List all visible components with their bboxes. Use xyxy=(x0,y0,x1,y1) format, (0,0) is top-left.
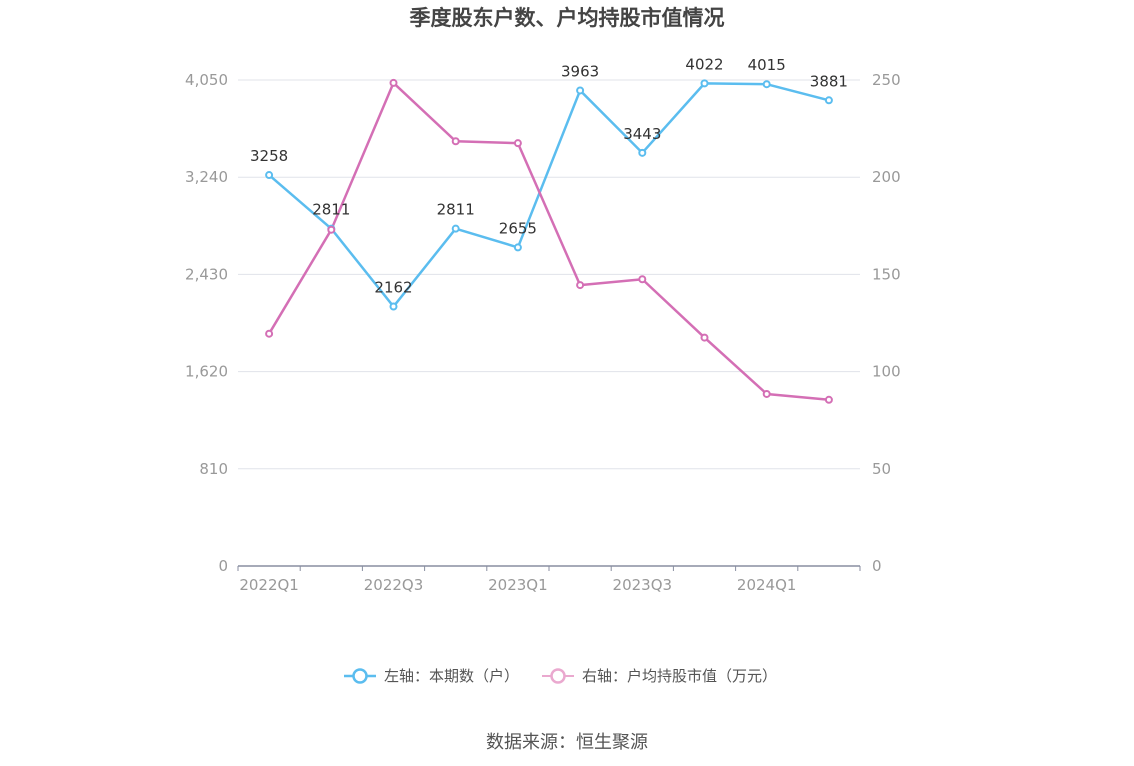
legend-marker xyxy=(550,668,566,684)
data-label: 3881 xyxy=(810,72,848,90)
chart-title: 季度股东户数、户均持股市值情况 xyxy=(410,6,725,30)
data-point-1[interactable] xyxy=(700,79,709,88)
data-point-2[interactable] xyxy=(638,275,647,284)
data-label: 3443 xyxy=(623,125,661,143)
legend-item-2[interactable]: 右轴：户均持股市值（万元） xyxy=(542,667,777,685)
data-label: 4022 xyxy=(685,55,723,73)
left-tick-label: 1,620 xyxy=(185,363,228,381)
data-label: 2162 xyxy=(374,279,412,297)
left-tick-label: 3,240 xyxy=(185,168,228,186)
data-point-1[interactable] xyxy=(638,148,647,157)
x-tick-label: 2023Q1 xyxy=(488,576,548,594)
data-label: 2811 xyxy=(312,201,350,219)
data-label: 3258 xyxy=(250,147,288,165)
series-group: 3258 2811 2162 2811 2655 3963 3443 4022 4015 3881 xyxy=(250,55,848,404)
data-point-1[interactable] xyxy=(265,171,274,180)
x-tick-label: 2023Q3 xyxy=(613,576,673,594)
right-tick-label: 50 xyxy=(872,460,891,478)
right-tick-label: 250 xyxy=(872,71,901,89)
legend-label: 右轴：户均持股市值（万元） xyxy=(582,667,777,685)
legend-marker xyxy=(352,668,368,684)
data-point-2[interactable] xyxy=(389,78,398,87)
data-point-1[interactable] xyxy=(762,80,771,89)
source-note: 数据来源：恒生聚源 xyxy=(486,732,648,753)
right-tick-label: 150 xyxy=(872,265,901,283)
data-label: 2811 xyxy=(437,201,475,219)
legend-label: 左轴：本期数（户） xyxy=(384,667,519,685)
left-axis: 0 810 1,620 2,430 3,240 4,050 xyxy=(185,71,228,575)
right-tick-label: 100 xyxy=(872,363,901,381)
series-line-2 xyxy=(268,81,830,402)
x-axis: 2022Q1 2022Q3 2023Q1 2023Q3 2024Q1 xyxy=(237,565,861,594)
x-tick-label: 2024Q1 xyxy=(737,576,797,594)
data-point-2[interactable] xyxy=(576,281,585,290)
data-label: 3963 xyxy=(561,62,599,80)
data-point-1[interactable] xyxy=(824,96,833,105)
left-tick-label: 4,050 xyxy=(185,71,228,89)
left-tick-label: 810 xyxy=(199,460,228,478)
data-point-2[interactable] xyxy=(451,137,460,146)
data-point-2[interactable] xyxy=(327,225,336,234)
series-line-1 xyxy=(268,82,830,308)
data-label: 4015 xyxy=(748,56,786,74)
left-tick-label: 0 xyxy=(218,557,228,575)
data-point-1[interactable] xyxy=(576,86,585,95)
data-point-2[interactable] xyxy=(824,395,833,404)
data-point-2[interactable] xyxy=(265,329,274,338)
data-point-2[interactable] xyxy=(762,389,771,398)
data-point-2[interactable] xyxy=(700,333,709,342)
data-point-1[interactable] xyxy=(451,224,460,233)
grid-lines xyxy=(238,79,860,470)
legend-item-1[interactable]: 左轴：本期数（户） xyxy=(344,667,519,685)
data-point-1[interactable] xyxy=(389,302,398,311)
legend[interactable]: 左轴：本期数（户） 右轴：户均持股市值（万元） xyxy=(344,667,777,685)
x-tick-label: 2022Q1 xyxy=(239,576,299,594)
right-tick-label: 200 xyxy=(872,168,901,186)
right-axis: 0 50 100 150 200 250 xyxy=(872,71,901,575)
data-point-1[interactable] xyxy=(513,243,522,252)
data-label: 2655 xyxy=(499,219,537,237)
data-point-2[interactable] xyxy=(513,139,522,148)
x-tick-label: 2022Q3 xyxy=(364,576,424,594)
right-tick-label: 0 xyxy=(872,557,882,575)
left-tick-label: 2,430 xyxy=(185,265,228,283)
